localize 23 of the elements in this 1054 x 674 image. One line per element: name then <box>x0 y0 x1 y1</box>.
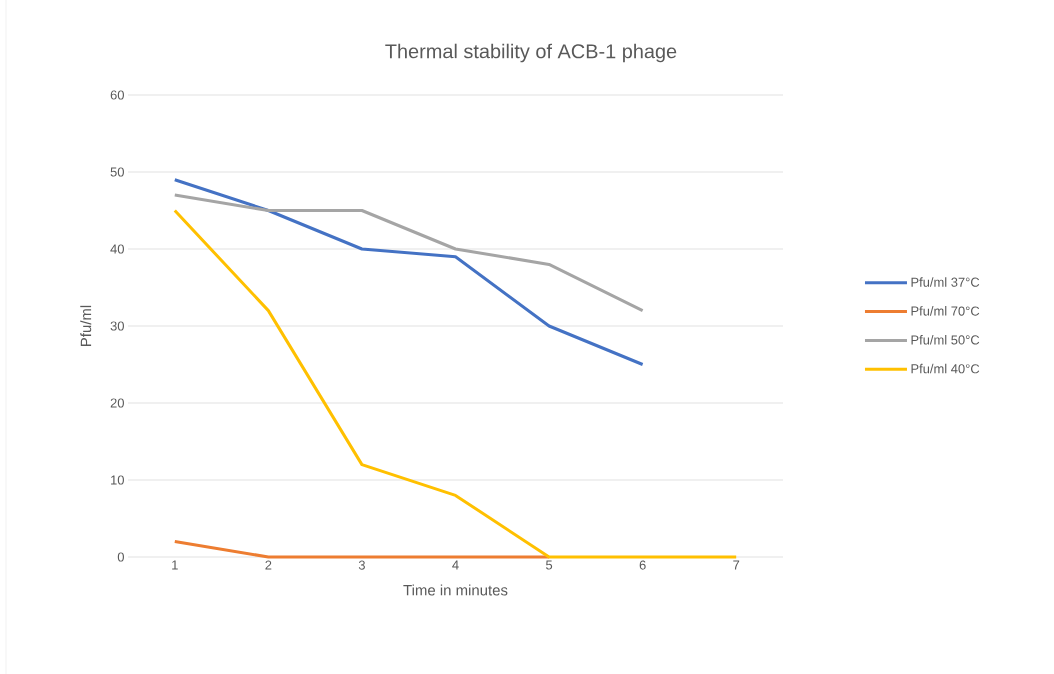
x-tick-label: 4 <box>452 560 459 570</box>
x-tick-label: 2 <box>265 560 272 570</box>
x-tick-label: 7 <box>733 560 740 570</box>
x-tick-label: 3 <box>358 560 365 570</box>
line-series <box>173 178 645 366</box>
legend-label: Pfu/ml 37°C <box>911 277 980 287</box>
legend-label: Pfu/ml 70°C <box>911 306 980 316</box>
x-tick-label: 6 <box>639 560 646 570</box>
legend-label: Pfu/ml 40°C <box>911 363 980 374</box>
x-tick-label: 5 <box>545 560 553 570</box>
x-axis-title: Time in minutes <box>403 584 508 596</box>
y-tick-label: 40 <box>110 244 124 254</box>
y-tick-label: 50 <box>110 167 124 177</box>
x-tick-label: 1 <box>172 560 178 570</box>
line-series <box>173 193 645 313</box>
y-tick-label: 20 <box>110 398 124 408</box>
y-tick-label: 30 <box>110 321 124 331</box>
y-tick-label: 10 <box>111 475 124 485</box>
y-tick-label: 60 <box>110 90 124 100</box>
y-tick-label: 0 <box>117 552 124 562</box>
legend-label: Pfu/ml 50°C <box>911 334 980 345</box>
y-axis-title: Pfu/ml <box>80 305 92 346</box>
chart-title: Thermal stability of ACB-1 phage <box>385 43 677 63</box>
